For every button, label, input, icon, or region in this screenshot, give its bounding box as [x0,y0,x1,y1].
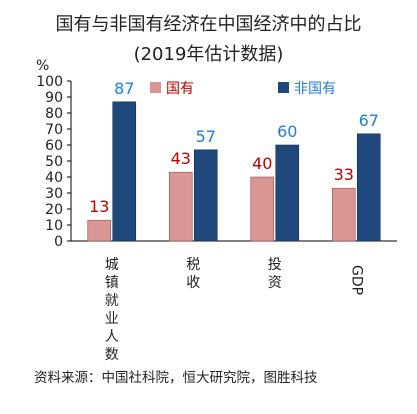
y-tick-label: 90 [45,90,63,106]
data-label-state-owned: 40 [252,154,272,173]
bars-layer [87,101,381,242]
legend: 国有 非国有 [150,81,336,97]
legend-swatch-non-state-owned [278,82,289,93]
data-label-state-owned: 33 [334,165,354,184]
y-tick-label: 100 [36,74,63,90]
bar-state-owned [87,219,112,242]
data-label-non-state-owned: 57 [196,127,216,146]
y-tick-label: 20 [45,202,63,218]
legend-label-state-owned: 国有 [166,81,194,97]
legend-swatch-state-owned [150,82,161,93]
bar-state-owned [168,171,193,242]
data-label-state-owned: 13 [89,197,109,216]
category-label: GDP [348,265,364,295]
category-label: 城镇就业人数 [105,257,119,363]
data-label-state-owned: 43 [171,149,191,168]
y-tick-label: 70 [45,122,63,138]
bar-non-state-owned [112,101,137,242]
bar-state-owned [331,187,356,242]
bar-non-state-owned [275,144,300,242]
bar-non-state-owned [356,133,381,242]
data-labels-layer: 13 87 43 57 40 60 33 67 [89,79,379,216]
y-tick-label: 10 [45,218,63,234]
category-label: 投资 [268,257,282,291]
bar-state-owned [250,176,275,242]
y-tick-label: 40 [45,170,63,186]
legend-label-non-state-owned: 非国有 [294,81,336,97]
y-tick-label: 60 [45,138,63,154]
data-label-non-state-owned: 67 [359,111,379,130]
y-axis-unit-label: % [36,58,49,74]
chart-title: 国有与非国有经济在中国经济中的占比 [55,14,362,35]
category-labels-layer: 城镇就业人数 税收 投资 GDP [105,257,365,363]
y-tick-label: 50 [45,154,63,170]
data-label-non-state-owned: 87 [114,79,134,98]
bar-non-state-owned [193,149,218,242]
chart-subtitle: (2019年估计数据) [133,44,284,65]
data-label-non-state-owned: 60 [277,122,297,141]
category-label: 税收 [186,257,200,291]
y-tick-label: 0 [54,234,63,250]
y-tick-label: 30 [45,186,63,202]
source-note: 资料来源：中国社科院，恒大研究院，图胜科技 [34,370,318,386]
y-tick-label: 80 [45,106,63,122]
